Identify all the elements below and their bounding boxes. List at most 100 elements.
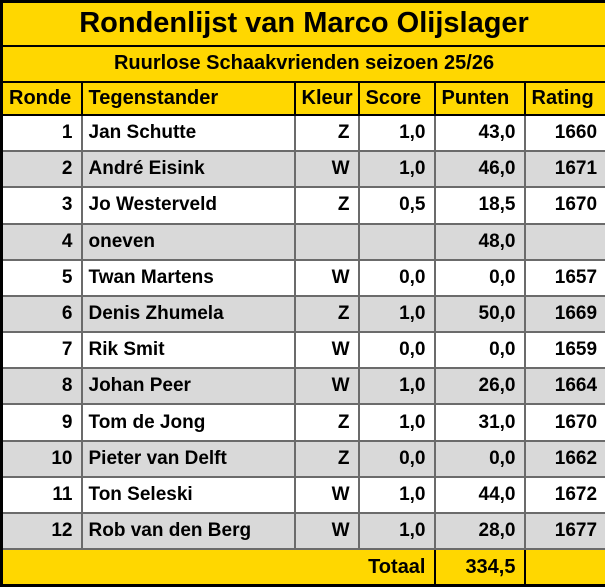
points-cell: 48,0 — [433, 222, 526, 261]
points-cell: 0,0 — [433, 439, 526, 478]
score-cell — [357, 222, 436, 261]
rating-cell: 1657 — [523, 258, 605, 297]
round-number-cell: 10 — [0, 439, 83, 478]
total-points-cell: 334,5 — [433, 548, 526, 587]
total-rating-empty-cell — [523, 548, 605, 587]
page-title: Rondenlijst van Marco Olijslager — [0, 0, 605, 47]
column-header-kleur: Kleur — [293, 80, 360, 117]
rating-cell: 1669 — [523, 294, 605, 334]
subtitle-row: Ruurlose Schaakvrienden seizoen 25/26 — [0, 44, 605, 83]
table-row: 6 Denis Zhumela Z 1,0 50,0 1669 — [0, 294, 605, 334]
rating-cell: 1659 — [523, 331, 605, 370]
table-row: 8 Johan Peer W 1,0 26,0 1664 — [0, 367, 605, 406]
rating-cell: 1677 — [523, 511, 605, 551]
points-cell: 0,0 — [433, 258, 526, 297]
rating-cell — [523, 222, 605, 261]
title-row: Rondenlijst van Marco Olijslager — [0, 0, 605, 47]
round-number-cell: 8 — [0, 367, 83, 406]
column-header-rating: Rating — [523, 80, 605, 117]
total-label: Totaal — [0, 548, 436, 587]
rating-cell: 1672 — [523, 475, 605, 514]
round-number-cell: 12 — [0, 511, 83, 551]
opponent-cell: Tom de Jong — [80, 403, 296, 442]
total-row: Totaal 334,5 — [0, 548, 605, 587]
color-cell: W — [293, 511, 360, 551]
opponent-cell: Ton Seleski — [80, 475, 296, 514]
rating-cell: 1664 — [523, 367, 605, 406]
round-number-cell: 9 — [0, 403, 83, 442]
opponent-cell: oneven — [80, 222, 296, 261]
table-row: 2 André Eisink W 1,0 46,0 1671 — [0, 150, 605, 189]
points-cell: 43,0 — [433, 114, 526, 153]
round-number-cell: 11 — [0, 475, 83, 514]
score-cell: 1,0 — [357, 403, 436, 442]
page-subtitle: Ruurlose Schaakvrienden seizoen 25/26 — [0, 44, 605, 83]
table-row: 5 Twan Martens W 0,0 0,0 1657 — [0, 258, 605, 297]
score-cell: 1,0 — [357, 114, 436, 153]
score-cell: 0,0 — [357, 331, 436, 370]
rating-cell: 1662 — [523, 439, 605, 478]
points-cell: 44,0 — [433, 475, 526, 514]
round-number-cell: 6 — [0, 294, 83, 334]
table-row: 12 Rob van den Berg W 1,0 28,0 1677 — [0, 511, 605, 551]
round-number-cell: 4 — [0, 222, 83, 261]
color-cell: Z — [293, 114, 360, 153]
score-cell: 0,5 — [357, 186, 436, 225]
opponent-cell: Denis Zhumela — [80, 294, 296, 334]
rating-cell: 1670 — [523, 186, 605, 225]
color-cell — [293, 222, 360, 261]
color-cell: W — [293, 258, 360, 297]
opponent-cell: Johan Peer — [80, 367, 296, 406]
opponent-cell: Pieter van Delft — [80, 439, 296, 478]
table-row: 11 Ton Seleski W 1,0 44,0 1672 — [0, 475, 605, 514]
column-header-row: Ronde Tegenstander Kleur Score Punten Ra… — [0, 80, 605, 117]
score-cell: 0,0 — [357, 258, 436, 297]
rating-cell: 1670 — [523, 403, 605, 442]
table-row: 7 Rik Smit W 0,0 0,0 1659 — [0, 331, 605, 370]
round-number-cell: 2 — [0, 150, 83, 189]
table-row: 10 Pieter van Delft Z 0,0 0,0 1662 — [0, 439, 605, 478]
table-row: 3 Jo Westerveld Z 0,5 18,5 1670 — [0, 186, 605, 225]
rating-cell: 1660 — [523, 114, 605, 153]
opponent-cell: Jo Westerveld — [80, 186, 296, 225]
score-cell: 1,0 — [357, 294, 436, 334]
column-header-tegenstander: Tegenstander — [80, 80, 296, 117]
score-cell: 1,0 — [357, 367, 436, 406]
color-cell: Z — [293, 186, 360, 225]
opponent-cell: Jan Schutte — [80, 114, 296, 153]
points-cell: 31,0 — [433, 403, 526, 442]
color-cell: W — [293, 150, 360, 189]
color-cell: Z — [293, 294, 360, 334]
color-cell: Z — [293, 439, 360, 478]
points-cell: 46,0 — [433, 150, 526, 189]
points-cell: 28,0 — [433, 511, 526, 551]
column-header-score: Score — [357, 80, 436, 117]
points-cell: 0,0 — [433, 331, 526, 370]
table-row: 1 Jan Schutte Z 1,0 43,0 1660 — [0, 114, 605, 153]
table-row: 9 Tom de Jong Z 1,0 31,0 1670 — [0, 403, 605, 442]
round-number-cell: 5 — [0, 258, 83, 297]
score-cell: 0,0 — [357, 439, 436, 478]
round-number-cell: 7 — [0, 331, 83, 370]
opponent-cell: Rik Smit — [80, 331, 296, 370]
score-cell: 1,0 — [357, 511, 436, 551]
color-cell: W — [293, 367, 360, 406]
points-cell: 18,5 — [433, 186, 526, 225]
rating-cell: 1671 — [523, 150, 605, 189]
opponent-cell: André Eisink — [80, 150, 296, 189]
round-number-cell: 3 — [0, 186, 83, 225]
color-cell: Z — [293, 403, 360, 442]
score-cell: 1,0 — [357, 475, 436, 514]
column-header-punten: Punten — [433, 80, 526, 117]
round-number-cell: 1 — [0, 114, 83, 153]
opponent-cell: Twan Martens — [80, 258, 296, 297]
points-cell: 26,0 — [433, 367, 526, 406]
table-row: 4 oneven 48,0 — [0, 222, 605, 261]
score-cell: 1,0 — [357, 150, 436, 189]
points-cell: 50,0 — [433, 294, 526, 334]
color-cell: W — [293, 331, 360, 370]
opponent-cell: Rob van den Berg — [80, 511, 296, 551]
column-header-ronde: Ronde — [0, 80, 83, 117]
